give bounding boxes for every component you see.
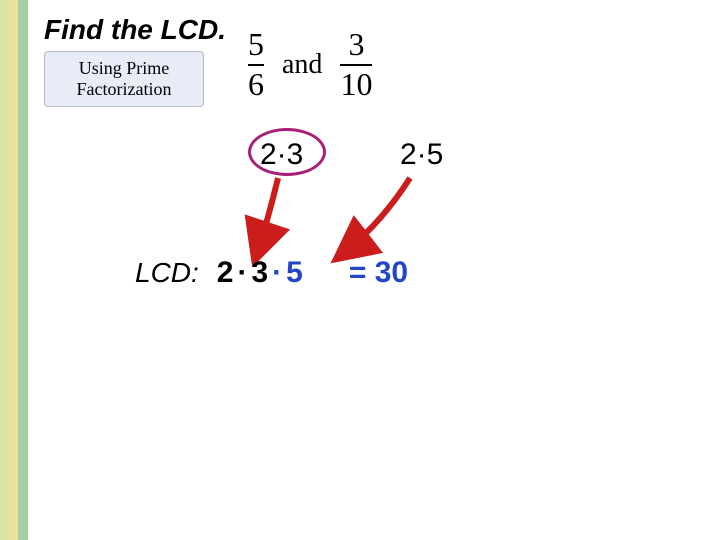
arrow-1 bbox=[256, 178, 278, 256]
lcd-row: LCD: 2 · 3 · 5 = 30 bbox=[135, 256, 408, 290]
decorative-left-stripes bbox=[0, 0, 28, 540]
fraction-2: 3 10 bbox=[340, 28, 372, 101]
lcd-term-3: 5 bbox=[286, 256, 303, 290]
prime-factor-2: 2·5 bbox=[400, 138, 443, 172]
fraction-1-denominator: 6 bbox=[248, 68, 264, 102]
lcd-term-1: 2 bbox=[217, 256, 234, 290]
highlight-circle bbox=[248, 128, 326, 176]
lcd-label: LCD: bbox=[135, 257, 199, 289]
lcd-dot-2: · bbox=[272, 256, 282, 290]
stripe-1 bbox=[0, 0, 9, 540]
page-title: Find the LCD. bbox=[44, 14, 226, 46]
fraction-1: 5 6 bbox=[248, 28, 264, 101]
method-badge: Using Prime Factorization bbox=[44, 51, 204, 107]
fractions-row: 5 6 and 3 10 bbox=[248, 28, 372, 101]
and-word: and bbox=[278, 49, 326, 81]
arrow-2 bbox=[340, 178, 410, 256]
fraction-2-numerator: 3 bbox=[348, 28, 364, 62]
lcd-result: = 30 bbox=[349, 256, 408, 290]
stripe-2 bbox=[9, 0, 18, 540]
fraction-2-denominator: 10 bbox=[340, 68, 372, 102]
fraction-1-numerator: 5 bbox=[248, 28, 264, 62]
lcd-expression: 2 · 3 · 5 bbox=[217, 256, 303, 290]
lcd-dot-1: · bbox=[237, 256, 247, 290]
stripe-3 bbox=[18, 0, 28, 540]
lcd-term-2: 3 bbox=[251, 256, 268, 290]
